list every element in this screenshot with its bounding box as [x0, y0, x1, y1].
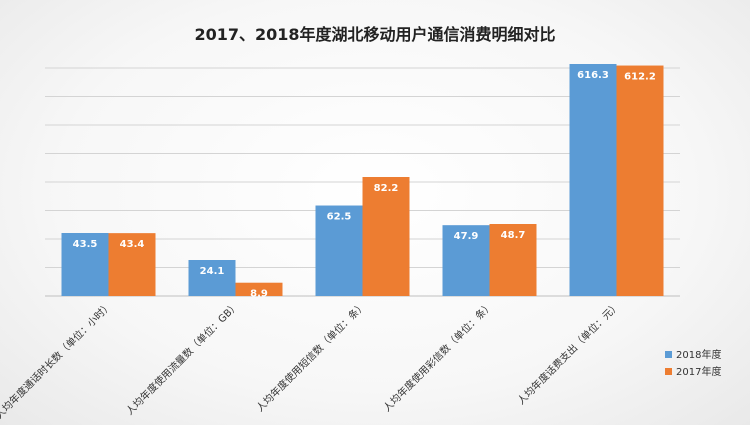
category-labels: 人均年度通话时长数（单位：小时） 人均年度使用流量数（单位：GB） 人均年度使用短信… [0, 299, 623, 421]
category-label-2: 人均年度使用短信数（单位：条） [253, 299, 368, 414]
legend: 2018年度 2017年度 [665, 348, 721, 378]
bar-2017-2 [362, 177, 410, 296]
data-label-2017-4: 612.2 [624, 72, 656, 83]
bar-2017-4 [616, 65, 664, 297]
bar-2018-2 [315, 205, 363, 296]
data-label-2017-2: 82.2 [374, 183, 399, 194]
data-label-2017-3: 48.7 [501, 230, 526, 241]
data-label-2018-0: 43.5 [73, 239, 98, 250]
bars [61, 64, 664, 297]
bar-2017-0 [108, 233, 156, 296]
data-label-2018-3: 47.9 [454, 231, 479, 242]
legend-label-2017: 2017年度 [676, 365, 721, 378]
category-label-1: 人均年度使用流量数（单位：GB） [123, 299, 242, 418]
category-label-4: 人均年度话费支出（单位：元） [514, 299, 622, 407]
bar-2018-0 [61, 233, 109, 296]
bar-2018-3 [442, 225, 490, 296]
legend-swatch-2018 [665, 351, 672, 358]
category-label-0: 人均年度通话时长数（单位：小时） [0, 299, 115, 421]
chart-title: 2017、2018年度湖北移动用户通信消费明细对比 [194, 25, 555, 44]
data-labels: 43.5 43.4 24.1 8.9 62.5 82.2 47.9 48.7 616.3 612.… [73, 70, 656, 300]
data-label-2017-1: 8.9 [250, 289, 268, 300]
category-label-3: 人均年度使用彩信数（单位：条） [380, 299, 495, 414]
legend-label-2018: 2018年度 [676, 348, 721, 361]
data-label-2018-2: 62.5 [327, 212, 352, 223]
data-label-2018-1: 24.1 [200, 266, 225, 277]
bar-2018-1 [188, 260, 236, 296]
bar-2017-3 [489, 224, 537, 296]
bar-2017-1 [235, 282, 283, 296]
data-label-2017-0: 43.4 [120, 239, 145, 250]
legend-swatch-2017 [665, 368, 672, 375]
data-label-2018-4: 616.3 [577, 70, 609, 81]
bar-2018-4 [569, 64, 617, 296]
